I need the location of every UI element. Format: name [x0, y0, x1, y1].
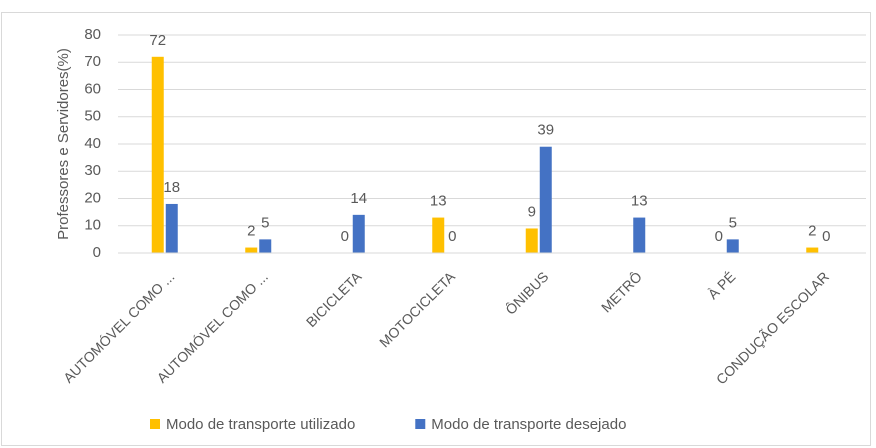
data-label: 0: [822, 228, 830, 245]
data-label: 39: [537, 122, 554, 139]
legend-swatch: [415, 419, 426, 429]
y-tick-label: 0: [93, 244, 101, 261]
y-tick-label: 80: [84, 26, 101, 43]
y-tick-label: 70: [84, 53, 101, 70]
bar: [259, 239, 272, 253]
y-tick-label: 40: [84, 135, 101, 152]
data-label: 14: [350, 190, 367, 207]
y-tick-label: 50: [84, 108, 101, 125]
bar: [539, 146, 552, 253]
legend-swatch: [150, 419, 160, 429]
bar: [726, 239, 739, 253]
legend-label: Modo de transporte desejado: [431, 416, 626, 433]
y-tick-label: 20: [84, 189, 101, 206]
bar: [151, 56, 164, 253]
bar: [633, 217, 646, 253]
data-label: 72: [149, 32, 166, 49]
legend-label: Modo de transporte utilizado: [166, 416, 355, 433]
bar: [245, 247, 258, 253]
data-label: 5: [261, 214, 269, 231]
bar: [806, 247, 819, 253]
data-label: 18: [163, 179, 180, 196]
data-label: 2: [247, 223, 255, 240]
data-label: 9: [528, 203, 536, 220]
bar: [352, 214, 365, 253]
data-label: 2: [808, 223, 816, 240]
y-axis-title: Professores e Servidores(%): [55, 48, 72, 240]
y-tick-label: 60: [84, 80, 101, 97]
y-tick-label: 10: [84, 217, 101, 234]
bar: [432, 217, 445, 253]
data-label: 13: [631, 193, 648, 210]
data-label: 0: [715, 228, 723, 245]
bar: [165, 203, 178, 253]
data-label: 5: [729, 214, 737, 231]
data-label: 0: [341, 228, 349, 245]
y-tick-label: 30: [84, 162, 101, 179]
bar: [525, 228, 538, 253]
data-label: 13: [430, 193, 447, 210]
data-label: 0: [448, 228, 456, 245]
